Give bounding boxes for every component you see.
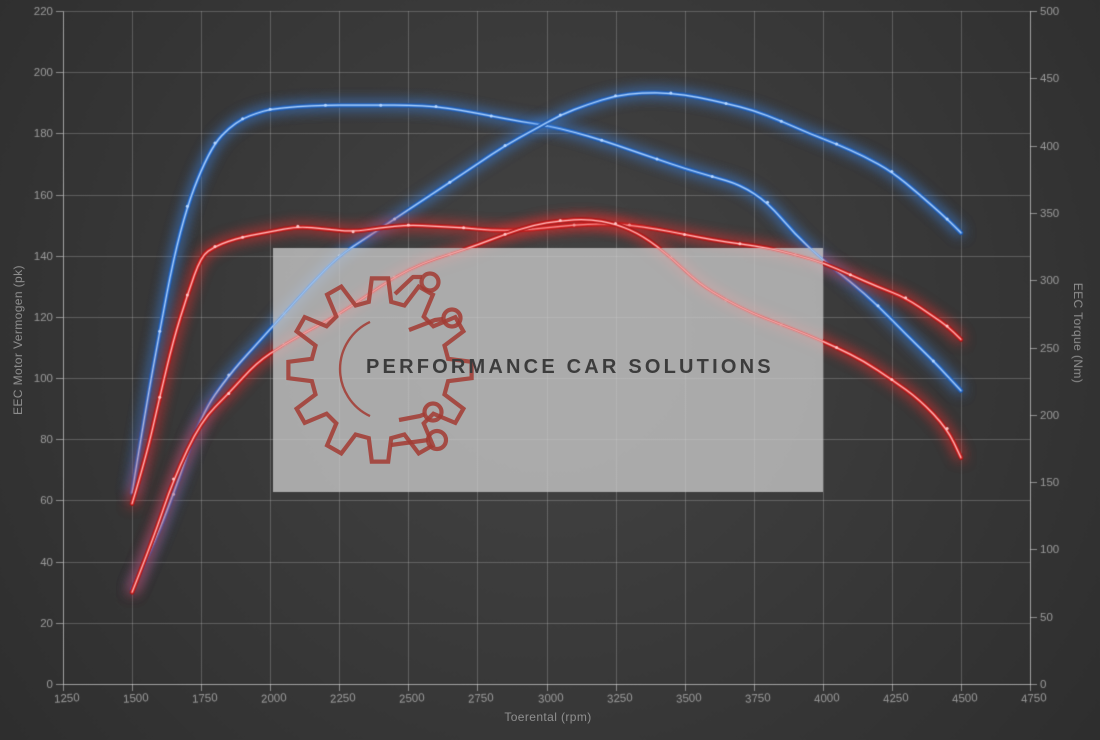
dyno-chart: EEC Motor Vermogen (pk) EEC Torque (Nm) … (0, 0, 1100, 740)
dyno-chart-canvas (0, 0, 1100, 740)
